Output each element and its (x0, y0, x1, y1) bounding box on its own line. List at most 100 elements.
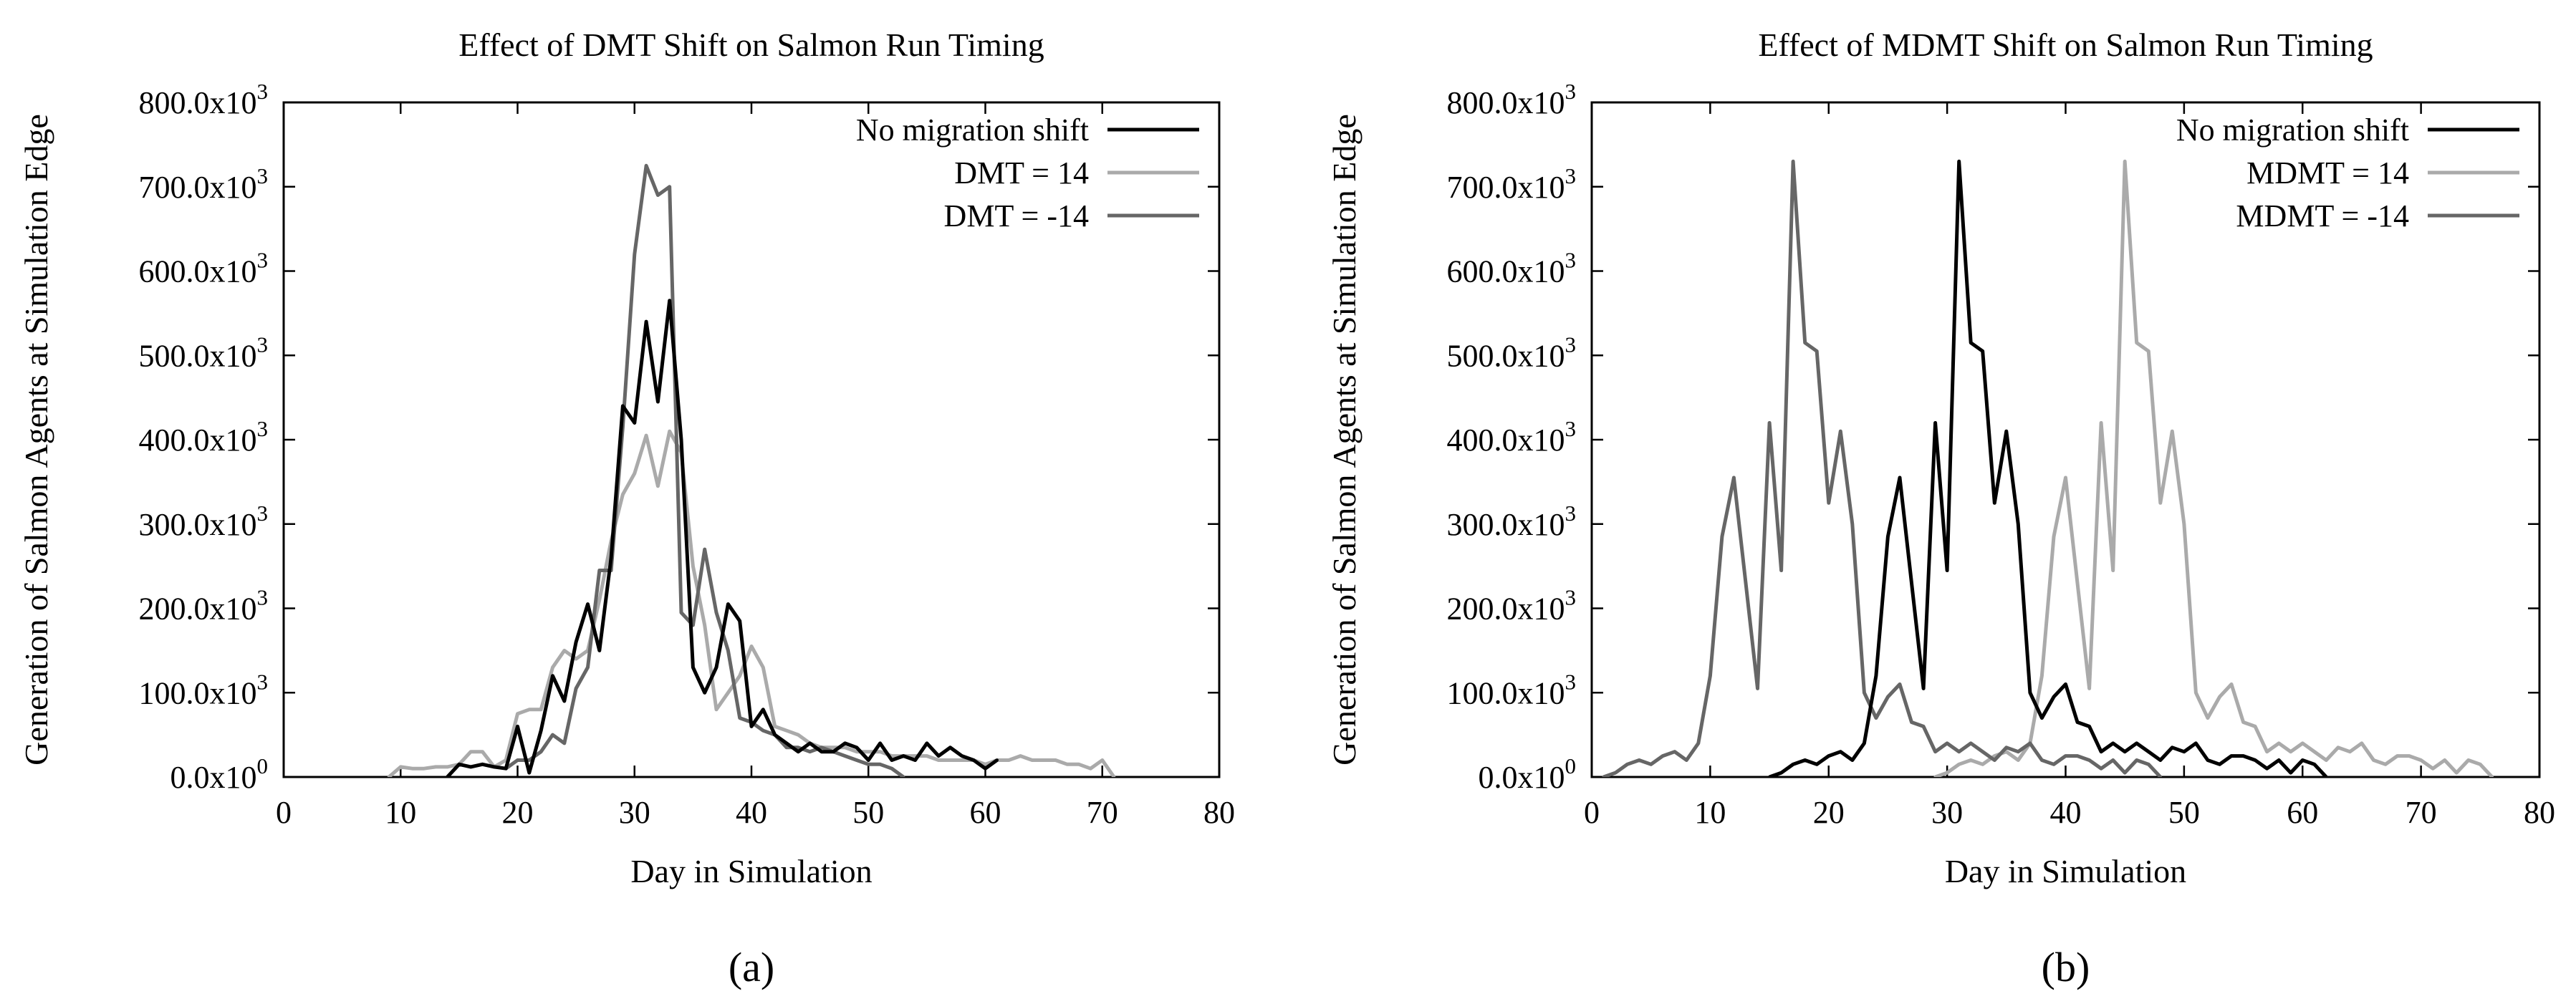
x-tick-label: 80 (1203, 795, 1235, 830)
chart-panel-a: Effect of DMT Shift on Salmon Run Timing… (18, 26, 1235, 990)
x-tick-label: 80 (2524, 795, 2555, 830)
data-point (1054, 758, 1057, 762)
data-point (1708, 674, 1712, 677)
data-point (878, 741, 882, 745)
panel-label: (a) (729, 944, 774, 990)
y-axis-label: Generation of Salmon Agents at Simulatio… (1326, 114, 1363, 766)
series-line (504, 163, 905, 777)
data-point (492, 765, 496, 769)
data-point (2241, 720, 2245, 724)
data-point (1803, 341, 1807, 344)
data-point (562, 699, 566, 703)
x-tick-label: 60 (2287, 795, 2318, 830)
data-point (527, 758, 532, 762)
y-tick-exponent: 3 (257, 416, 269, 441)
data-point (2158, 775, 2162, 777)
x-axis-label: Day in Simulation (630, 853, 872, 889)
legend-entry: MDMT = 14 (2246, 155, 2519, 190)
data-point (644, 433, 648, 438)
data-point (1933, 421, 1937, 425)
data-point (2158, 758, 2162, 762)
data-point (2301, 758, 2305, 762)
data-point (2004, 745, 2009, 749)
data-point (867, 763, 870, 766)
data-point (738, 674, 741, 677)
x-tick-label: 30 (619, 795, 650, 830)
data-point (1006, 758, 1011, 762)
data-point (621, 493, 625, 496)
y-tick-label: 100.0x103 (139, 669, 269, 710)
data-point (2123, 160, 2127, 163)
data-point (504, 767, 508, 771)
y-tick-exponent: 3 (257, 332, 269, 357)
data-point (703, 691, 706, 695)
data-point (574, 640, 578, 644)
data-point (527, 771, 532, 775)
y-tick-mantissa: 100.0x10 (1447, 675, 1565, 710)
data-point (2194, 691, 2198, 695)
data-point (2123, 750, 2127, 753)
y-tick-mantissa: 300.0x10 (1447, 507, 1565, 542)
y-tick-exponent: 0 (1565, 753, 1577, 778)
data-point (2443, 758, 2446, 762)
data-point (832, 750, 835, 753)
data-point (2099, 767, 2103, 771)
data-point (1065, 763, 1069, 766)
data-point (2372, 758, 2375, 762)
data-point (2360, 741, 2364, 745)
data-point (1874, 716, 1878, 720)
series-line (1769, 159, 2328, 777)
data-point (925, 741, 929, 745)
data-point (551, 665, 554, 670)
data-point (1886, 695, 1890, 699)
data-point (2431, 767, 2435, 771)
data-point (1827, 754, 1830, 758)
x-tick-label: 50 (2168, 795, 2200, 830)
x-tick-label: 30 (1931, 795, 1963, 830)
data-point (726, 602, 730, 606)
y-tick-label: 600.0x103 (1447, 248, 1577, 289)
data-point (2218, 763, 2221, 766)
data-point (2087, 725, 2091, 728)
data-point (446, 775, 449, 777)
data-point (2017, 522, 2020, 526)
data-point (1898, 476, 1902, 480)
data-point (527, 708, 532, 711)
data-point (2064, 754, 2067, 758)
data-point (2194, 741, 2198, 745)
data-point (1019, 754, 1022, 758)
data-point (1945, 569, 1949, 572)
data-point (1613, 771, 1618, 775)
x-axis-label: Day in Simulation (1945, 853, 2186, 889)
data-point (2135, 741, 2138, 745)
data-point (1910, 720, 1913, 724)
data-point (1649, 763, 1653, 766)
y-tick-exponent: 3 (257, 585, 269, 610)
y-tick-mantissa: 500.0x10 (1447, 338, 1565, 373)
x-tick-label: 60 (970, 795, 1001, 830)
data-point (679, 611, 683, 614)
data-point (1850, 522, 1855, 526)
x-tick-label: 40 (736, 795, 767, 830)
data-point (481, 763, 484, 766)
data-point (422, 767, 426, 771)
data-point (1993, 758, 1996, 762)
series-line (1934, 159, 2494, 777)
data-point (2040, 758, 2044, 762)
y-tick-label: 0.0x100 (170, 753, 269, 795)
data-point (867, 750, 870, 753)
series-no-migration-shift (446, 299, 999, 777)
data-point (2218, 695, 2221, 699)
y-tick-exponent: 3 (257, 163, 269, 188)
data-point (971, 758, 976, 762)
data-point (644, 319, 648, 324)
data-point (984, 763, 987, 766)
series-mdmt-14 (1602, 159, 2162, 777)
data-point (948, 745, 952, 749)
y-tick-exponent: 3 (257, 669, 269, 694)
data-point (995, 758, 999, 762)
data-point (2325, 775, 2328, 777)
data-point (410, 767, 414, 771)
data-point (2325, 758, 2328, 762)
data-point (1089, 767, 1092, 771)
